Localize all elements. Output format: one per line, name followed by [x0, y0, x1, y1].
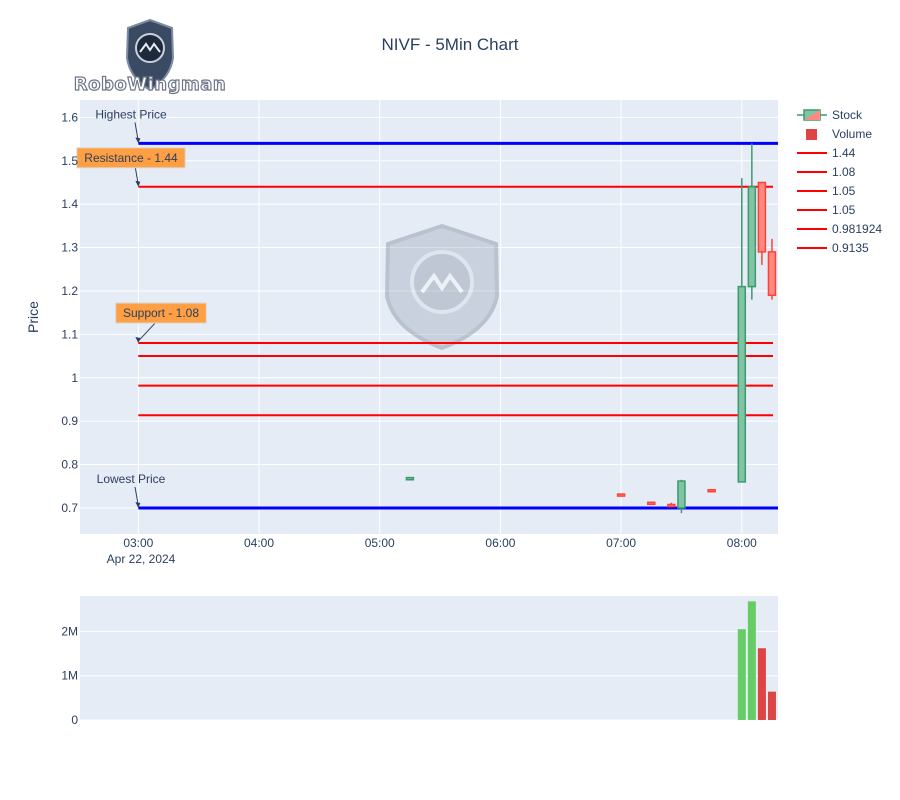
- volume-plot-area: [80, 596, 778, 720]
- x-tick-label: 05:00: [365, 536, 395, 550]
- annotation-box: [76, 147, 186, 169]
- annotation-label: Highest Price: [95, 107, 167, 121]
- candle-body: [677, 480, 686, 509]
- candle-down: [616, 493, 626, 497]
- candle-up: [747, 143, 757, 300]
- candle-down: [647, 501, 656, 506]
- legend[interactable]: Stock Volume 1.44 1.08 1.05 1.05 0.981924 0.913…: [797, 108, 882, 255]
- chart-title: NIVF - 5Min Chart: [382, 35, 519, 54]
- annotation: Resistance - 1.44: [76, 147, 186, 187]
- x-tick-label: 08:00: [727, 536, 757, 550]
- legend-item[interactable]: 0.981924: [797, 222, 882, 236]
- volume-y-ticks: 0 1M 2M: [61, 624, 78, 727]
- watermark-logo: [384, 223, 500, 351]
- candle-body: [747, 186, 757, 288]
- annotation-arrowhead: [135, 137, 141, 144]
- candle-up: [405, 476, 415, 481]
- annotation-arrow: [137, 320, 158, 342]
- legend-label: 1.05: [832, 203, 856, 217]
- annotations: Highest Price Resistance - 1.44 Support - …: [76, 107, 207, 508]
- legend-swatch-down: [804, 110, 820, 120]
- price-y-ticks: 0.7 0.8 0.9 1 1.1 1.2 1.3 1.4 1.5 1.6: [61, 110, 78, 515]
- candle-down: [667, 502, 676, 508]
- price-y-tick-label: 0.7: [61, 501, 78, 515]
- candle-up: [737, 178, 747, 483]
- candle-body: [667, 503, 676, 508]
- x-axis-date-label: Apr 22, 2024: [107, 552, 176, 566]
- legend-label: Volume: [832, 127, 872, 141]
- y-axis-label: Price: [25, 301, 41, 333]
- volume-y-tick-label: 1M: [61, 669, 78, 683]
- annotation-arrowhead: [135, 180, 141, 187]
- legend-item[interactable]: 0.9135: [797, 241, 869, 255]
- price-y-tick-label: 0.8: [61, 458, 78, 472]
- level-lines: [138, 141, 778, 510]
- robowingman-logo: RoboWingman: [73, 18, 226, 96]
- x-tick-label: 07:00: [606, 536, 636, 550]
- candle-body: [616, 493, 626, 497]
- volume-bars: [737, 601, 776, 720]
- volume-bar: [747, 601, 756, 720]
- legend-item[interactable]: Stock: [797, 108, 863, 122]
- price-y-tick-label: 1.6: [61, 110, 78, 124]
- annotation-arrowhead: [135, 501, 141, 508]
- annotation: Lowest Price: [97, 472, 166, 508]
- x-tick-label: 06:00: [485, 536, 515, 550]
- annotation: Support - 1.08: [115, 302, 207, 344]
- legend-item[interactable]: Volume: [806, 127, 872, 141]
- legend-item[interactable]: 1.05: [797, 184, 856, 198]
- legend-item[interactable]: 1.08: [797, 165, 856, 179]
- legend-label: 0.9135: [832, 241, 869, 255]
- x-axis-ticks: 03:00 04:00 05:00 06:00 07:00 08:00: [123, 536, 757, 550]
- annotation: Highest Price: [95, 107, 167, 144]
- legend-label: 1.08: [832, 165, 856, 179]
- candle-body: [405, 476, 415, 481]
- volume-bar: [757, 648, 766, 720]
- candle-body: [757, 181, 767, 253]
- candle-down: [707, 488, 716, 493]
- logo-text: RoboWingman: [74, 74, 226, 95]
- legend-label: 1.05: [832, 184, 856, 198]
- volume-y-tick-label: 2M: [61, 624, 78, 638]
- volume-bar: [767, 691, 776, 720]
- legend-swatch: [806, 129, 817, 140]
- price-y-tick-label: 1.4: [61, 197, 78, 211]
- annotation-box: [115, 302, 207, 324]
- legend-label: Stock: [832, 108, 863, 122]
- price-y-tick-label: 1.2: [61, 284, 78, 298]
- candlesticks: [405, 143, 777, 514]
- annotation-label: Lowest Price: [97, 472, 166, 486]
- candle-body: [767, 251, 777, 297]
- x-tick-label: 04:00: [244, 536, 274, 550]
- candle-up: [677, 479, 686, 514]
- price-y-tick-label: 0.9: [61, 414, 78, 428]
- price-y-tick-label: 1: [71, 371, 78, 385]
- volume-y-tick-label: 0: [71, 713, 78, 727]
- x-tick-label: 03:00: [123, 536, 153, 550]
- volume-gridlines: [80, 630, 778, 721]
- volume-bar: [737, 629, 746, 720]
- price-y-tick-label: 1.1: [61, 327, 78, 341]
- legend-label: 0.981924: [832, 222, 882, 236]
- candle-down: [757, 181, 767, 265]
- candle-body: [647, 501, 656, 506]
- legend-label: 1.44: [832, 146, 856, 160]
- candle-down: [767, 238, 777, 300]
- annotation-arrowhead: [135, 337, 141, 344]
- legend-item[interactable]: 1.05: [797, 203, 856, 217]
- price-y-tick-label: 1.3: [61, 241, 78, 255]
- price-y-tick-label: 1.5: [61, 154, 78, 168]
- annotation-label: Resistance - 1.44: [84, 151, 178, 165]
- candle-body: [707, 488, 716, 493]
- legend-item[interactable]: 1.44: [797, 146, 856, 160]
- annotation-label: Support - 1.08: [123, 306, 199, 320]
- candle-body: [737, 285, 747, 483]
